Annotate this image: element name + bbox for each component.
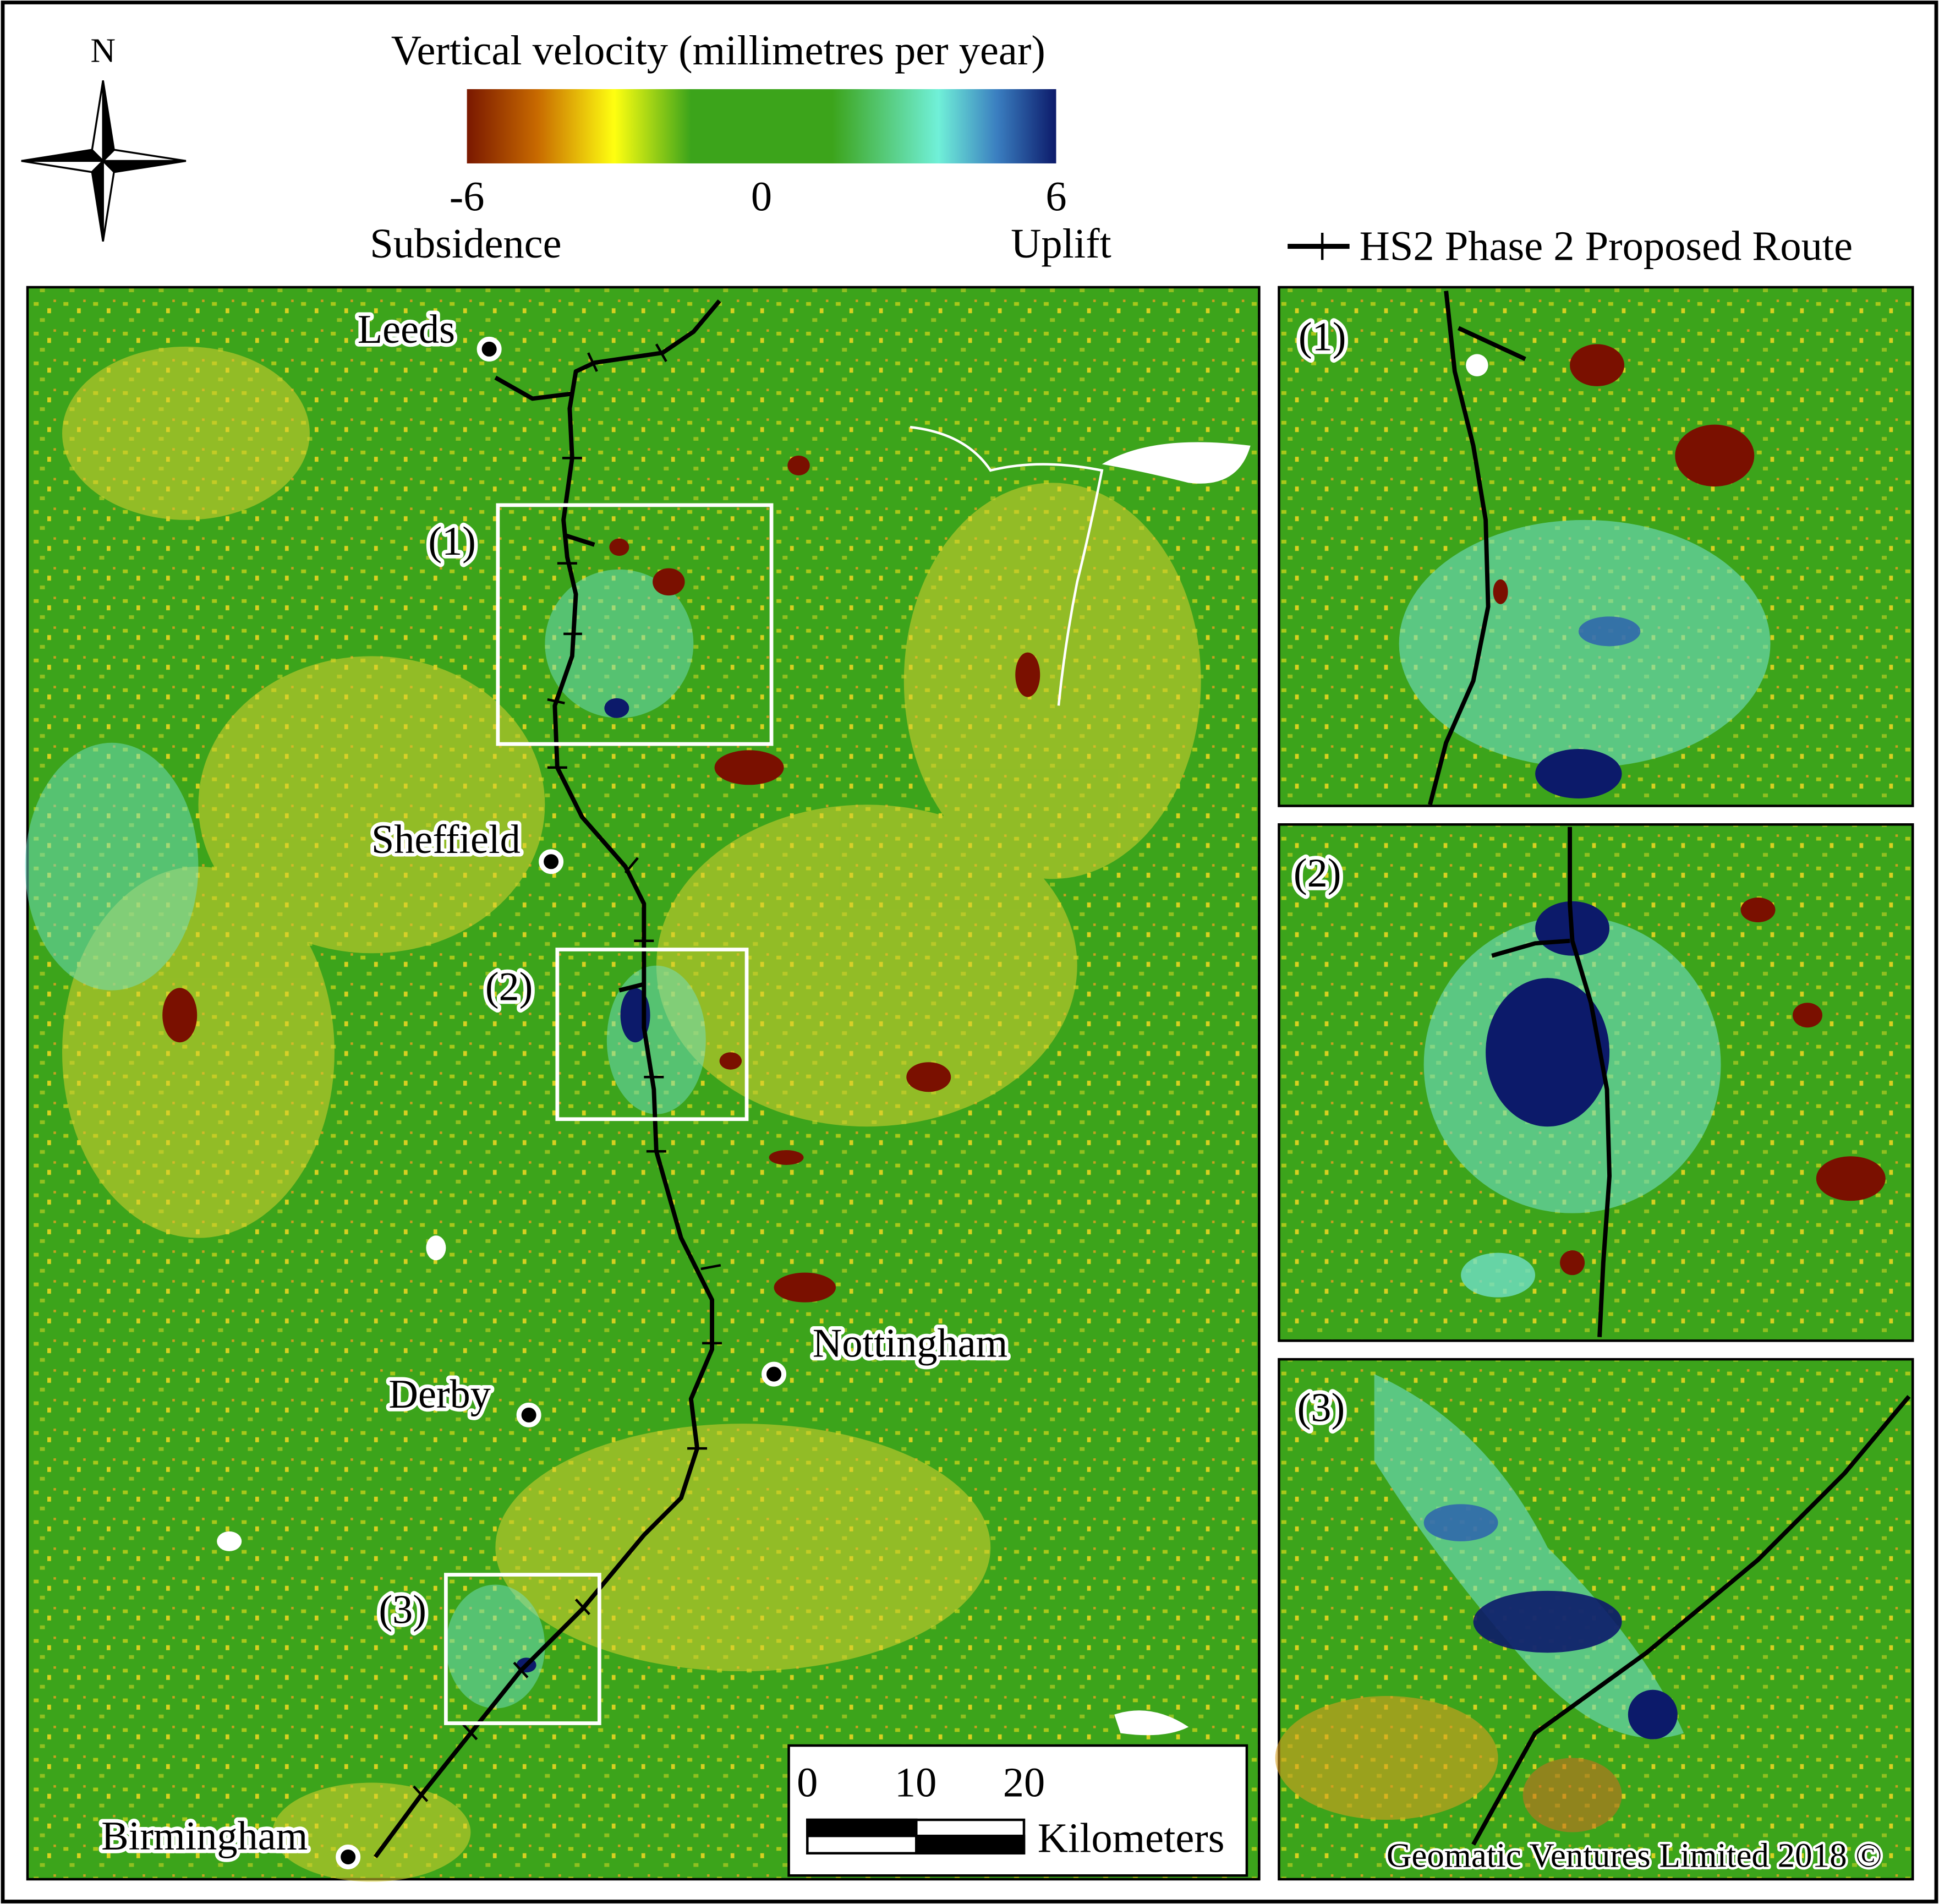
inset-label: (2) <box>1294 851 1341 896</box>
scale-tick-label: 10 <box>895 1759 936 1805</box>
route-legend-label: HS2 Phase 2 Proposed Route <box>1360 222 1853 269</box>
scale-tick-label: 0 <box>797 1759 818 1805</box>
main-map <box>25 286 1261 1882</box>
city-label: Leeds <box>358 307 455 352</box>
north-label: N <box>90 31 116 69</box>
colorbar <box>467 89 1056 163</box>
box-label: (1) <box>428 519 476 564</box>
inset-1 <box>1278 286 1914 807</box>
scale-unit: Kilometers <box>1038 1815 1225 1862</box>
colorbar-tick-label: 6 <box>1045 173 1066 220</box>
city-label: Derby <box>388 1372 490 1417</box>
scale-bar <box>806 1818 1026 1855</box>
colorbar-tick-label: 0 <box>751 173 772 220</box>
north-arrow <box>21 80 187 242</box>
inset-label: (3) <box>1297 1386 1345 1431</box>
colorbar-tick-label: -6 <box>450 173 485 220</box>
city-label: Birmingham <box>101 1814 308 1859</box>
uplift-label: Uplift <box>1011 220 1111 267</box>
scale-tick-label: 20 <box>1003 1759 1045 1805</box>
inset-3 <box>1275 1358 1914 1881</box>
city-label: Sheffield <box>371 817 521 862</box>
city-label: Nottingham <box>813 1321 1008 1366</box>
inset-label: (1) <box>1299 315 1346 360</box>
box-label: (3) <box>379 1587 426 1632</box>
inset-2 <box>1278 823 1914 1342</box>
box-label: (2) <box>485 965 533 1010</box>
credit: Geomatic Ventures Limited 2018 © <box>1387 1836 1882 1875</box>
legend-title: Vertical velocity (millimetres per year) <box>391 27 1045 74</box>
subsidence-label: Subsidence <box>370 220 561 267</box>
